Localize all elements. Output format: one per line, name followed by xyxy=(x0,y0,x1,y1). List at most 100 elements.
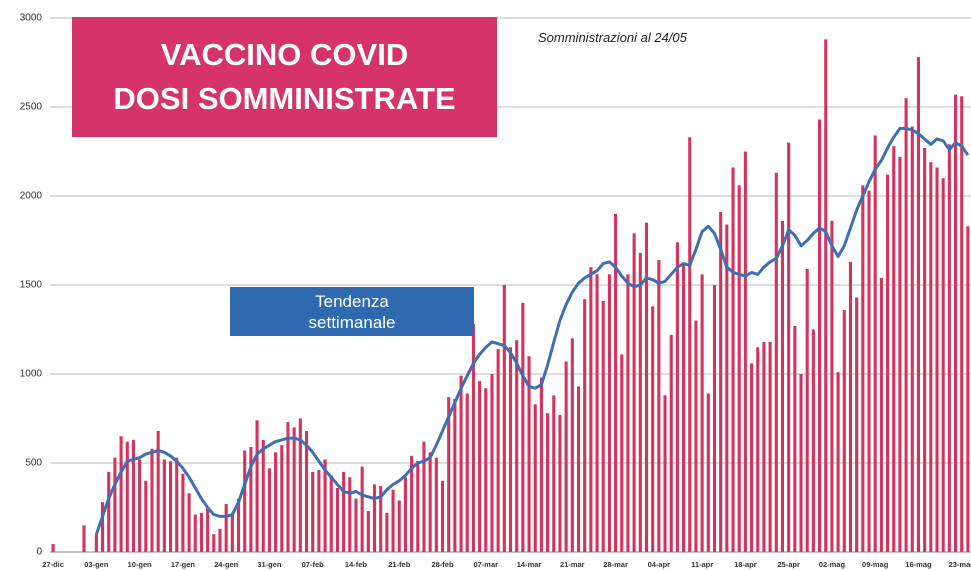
bar xyxy=(737,185,741,552)
bar xyxy=(181,473,185,552)
bar xyxy=(261,439,265,552)
bar xyxy=(113,457,117,552)
bar xyxy=(150,448,154,552)
bar xyxy=(842,309,846,552)
bar xyxy=(125,441,129,552)
x-tick-label: 21-mar xyxy=(560,560,585,569)
bar xyxy=(793,325,797,552)
bar xyxy=(323,459,327,552)
bar xyxy=(107,471,111,552)
bar xyxy=(818,119,822,553)
x-tick-label: 23-mag xyxy=(949,560,971,569)
bar xyxy=(929,162,933,552)
x-tick-label: 07-mar xyxy=(473,560,498,569)
bar xyxy=(725,224,729,553)
bar xyxy=(366,511,370,552)
bar xyxy=(440,480,445,552)
bar xyxy=(811,329,815,552)
bar xyxy=(292,427,296,552)
bar xyxy=(898,156,902,552)
bar xyxy=(490,374,494,552)
bar xyxy=(861,185,865,552)
bar xyxy=(632,233,636,552)
x-tick-label: 16-mag xyxy=(905,560,932,569)
bar xyxy=(422,441,426,552)
x-tick-label: 04-apr xyxy=(648,560,671,569)
bar xyxy=(576,386,581,552)
trend-label: Tendenza settimanale xyxy=(308,291,396,332)
bar xyxy=(379,486,383,552)
title-box: VACCINO COVID DOSI SOMMINISTRATE xyxy=(72,17,497,137)
bar xyxy=(570,338,574,552)
bar xyxy=(644,222,649,552)
title-line: DOSI SOMMINISTRATE xyxy=(113,81,456,116)
bar xyxy=(434,457,438,552)
bar xyxy=(787,142,791,552)
bar xyxy=(657,260,661,552)
bar xyxy=(138,459,142,552)
bar xyxy=(274,452,278,552)
bar xyxy=(595,274,599,552)
bar xyxy=(391,489,395,552)
bar xyxy=(403,477,407,552)
bar xyxy=(187,493,191,552)
bar xyxy=(206,507,210,552)
bar xyxy=(243,450,247,552)
bar xyxy=(249,446,253,552)
y-tick-label: 1000 xyxy=(20,369,43,380)
subtitle: Somministrazioni al 24/05 xyxy=(538,30,687,45)
bar xyxy=(756,347,760,552)
bar xyxy=(280,445,284,552)
x-tick-label: 10-gen xyxy=(128,560,153,569)
x-tick-label: 24-gen xyxy=(214,560,239,569)
bar xyxy=(589,267,593,552)
bar xyxy=(354,498,358,552)
bar xyxy=(453,398,457,552)
x-tick-label: 02-mag xyxy=(819,560,846,569)
bar xyxy=(459,375,463,552)
bar xyxy=(873,135,877,553)
bar xyxy=(286,422,290,552)
bar xyxy=(743,151,747,552)
bar xyxy=(607,274,611,552)
bar xyxy=(706,393,710,552)
x-tick-label: 25-apr xyxy=(777,560,800,569)
bar xyxy=(768,341,772,552)
x-tick-label: 17-gen xyxy=(171,560,196,569)
y-tick-label: 500 xyxy=(25,458,42,469)
bar xyxy=(267,468,271,552)
x-tick-label: 31-gen xyxy=(257,560,282,569)
bar xyxy=(960,96,964,552)
x-tick-label: 07-feb xyxy=(302,560,325,569)
bar xyxy=(360,466,364,552)
bar xyxy=(502,285,506,552)
x-tick-label: 03-gen xyxy=(84,560,109,569)
bar xyxy=(175,457,179,552)
bar xyxy=(348,477,352,552)
bar xyxy=(675,242,679,552)
y-tick-label: 2500 xyxy=(20,102,43,113)
bar xyxy=(855,297,859,552)
bar xyxy=(546,413,550,552)
bar xyxy=(515,340,519,552)
bar xyxy=(954,94,958,552)
bar xyxy=(119,436,123,552)
bar xyxy=(51,543,55,552)
bar xyxy=(620,354,624,552)
bar xyxy=(255,420,259,552)
bar xyxy=(836,372,840,552)
bar xyxy=(700,274,704,552)
bar xyxy=(892,146,896,552)
bar xyxy=(558,414,562,552)
x-tick-label: 27-dic xyxy=(42,560,64,569)
x-tick-label: 28-feb xyxy=(431,560,454,569)
bar xyxy=(750,363,754,552)
bar xyxy=(552,395,556,552)
bar xyxy=(329,475,333,552)
bar xyxy=(447,397,451,552)
bar xyxy=(527,356,531,552)
x-tick-label: 21-feb xyxy=(388,560,411,569)
bar xyxy=(614,213,618,553)
